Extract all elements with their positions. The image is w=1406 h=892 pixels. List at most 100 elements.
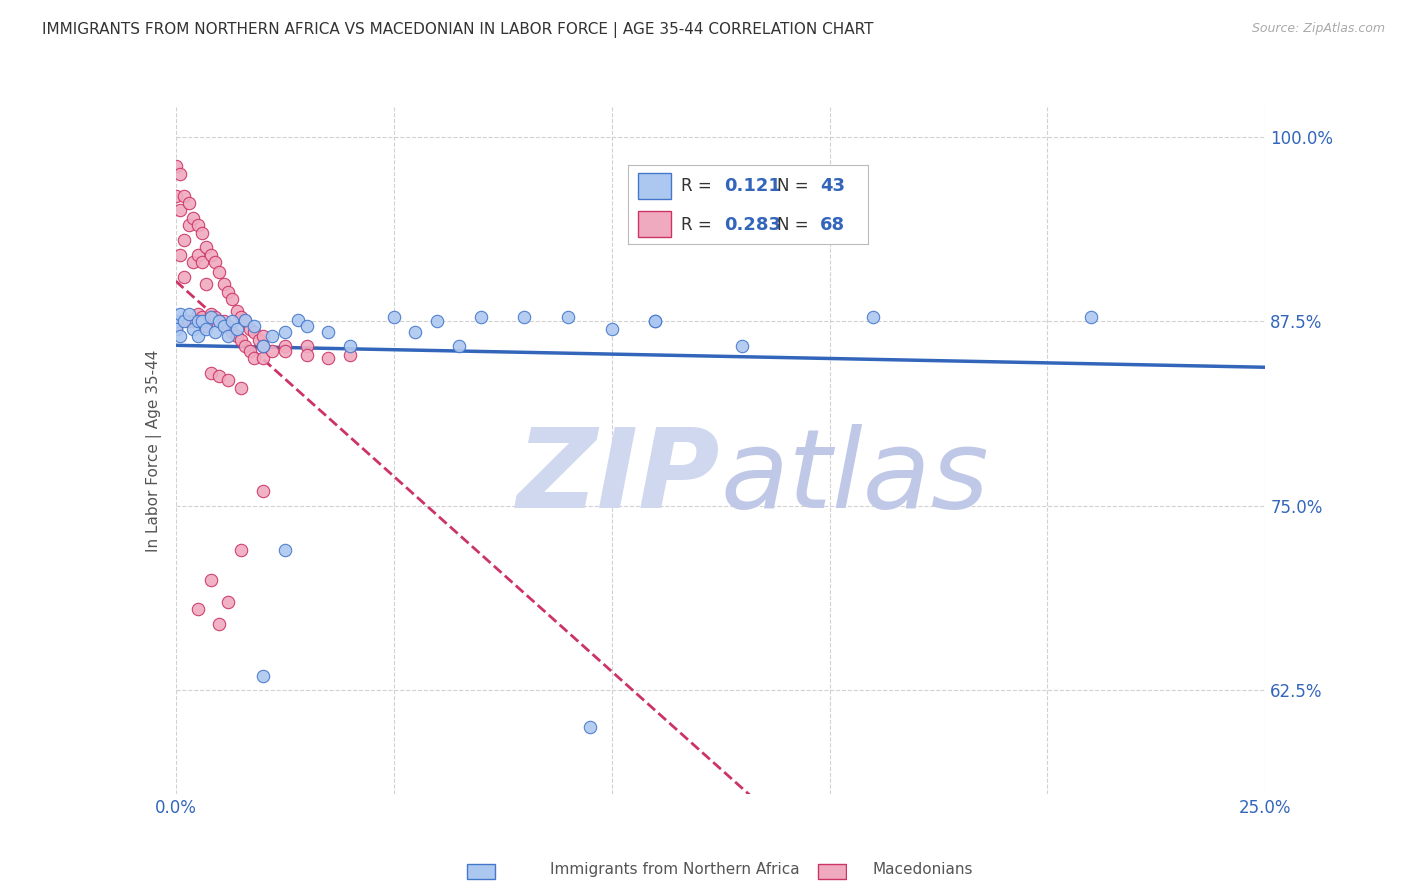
Point [186,602,209,616]
Point [731,339,754,353]
Point [181,211,204,225]
Point [186,248,209,262]
Text: 43: 43 [820,177,845,195]
Point [217,285,239,299]
Point [247,334,270,348]
Point [252,669,274,683]
Point [195,277,218,292]
Point [186,329,209,343]
Point [186,218,209,232]
Point [165,159,187,173]
Point [181,314,204,328]
Point [169,248,191,262]
Point [177,314,200,328]
Point [274,543,297,558]
Point [644,314,666,328]
Point [186,307,209,321]
Point [208,314,231,328]
Point [191,255,214,269]
Point [225,329,247,343]
Point [274,343,297,358]
Point [169,167,191,181]
Point [165,188,187,202]
Point [191,310,214,324]
Point [165,321,187,335]
Point [217,329,239,343]
Point [191,226,214,240]
Point [557,310,579,324]
Point [204,310,226,324]
Point [243,351,266,366]
Point [252,329,274,343]
Point [862,310,884,324]
FancyBboxPatch shape [818,863,845,880]
Point [287,312,309,326]
Point [212,277,235,292]
Point [204,255,226,269]
Point [579,720,602,734]
Point [295,348,318,362]
Point [169,314,191,328]
Point [181,321,204,335]
Point [173,269,195,284]
Point [169,329,191,343]
Point [177,307,200,321]
Point [173,233,195,247]
Point [200,248,222,262]
Point [260,343,283,358]
Text: N =: N = [776,216,808,234]
Point [165,321,187,335]
Point [260,329,283,343]
Point [252,351,274,366]
Point [405,325,427,339]
Point [208,265,231,279]
Point [221,325,243,339]
Point [217,318,239,333]
Point [235,312,257,326]
Point [165,314,187,328]
Point [318,351,340,366]
Point [173,188,195,202]
Point [1080,310,1102,324]
Point [208,617,231,632]
Point [644,314,666,328]
Point [382,310,405,324]
Point [225,304,247,318]
Point [191,314,214,328]
Point [208,314,231,328]
Point [221,314,243,328]
Point [235,339,257,353]
Point [239,321,262,335]
Point [295,318,318,333]
Point [186,314,209,328]
Point [252,484,274,499]
Point [173,314,195,328]
Text: N =: N = [776,177,808,195]
Point [426,314,449,328]
Point [200,366,222,380]
Point [231,334,253,348]
FancyBboxPatch shape [637,172,671,199]
Text: R =: R = [681,216,711,234]
Point [252,339,274,353]
Point [212,318,235,333]
Point [470,310,492,324]
Point [318,325,340,339]
Text: R =: R = [681,177,711,195]
Text: Source: ZipAtlas.com: Source: ZipAtlas.com [1251,22,1385,36]
Point [217,373,239,387]
Text: 0.283: 0.283 [724,216,780,234]
Text: 68: 68 [820,216,845,234]
FancyBboxPatch shape [467,863,495,880]
Point [169,203,191,218]
Text: atlas: atlas [721,425,990,532]
Point [195,240,218,254]
Text: IMMIGRANTS FROM NORTHERN AFRICA VS MACEDONIAN IN LABOR FORCE | AGE 35-44 CORRELA: IMMIGRANTS FROM NORTHERN AFRICA VS MACED… [42,22,873,38]
Point [339,339,361,353]
Text: Immigrants from Northern Africa: Immigrants from Northern Africa [550,863,800,877]
Point [274,339,297,353]
Point [204,325,226,339]
Y-axis label: In Labor Force | Age 35-44: In Labor Force | Age 35-44 [146,350,162,551]
Point [195,321,218,335]
Point [221,292,243,306]
